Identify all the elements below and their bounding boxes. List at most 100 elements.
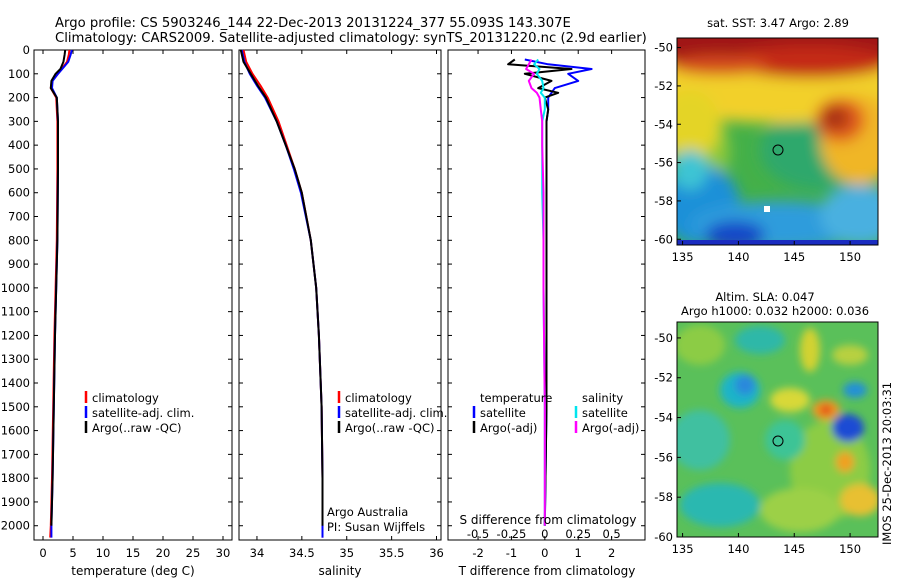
lat-tick-label: -52 <box>654 371 673 385</box>
depth-tick-label: 200 <box>8 91 30 105</box>
depth-tick-label: 1100 <box>1 305 30 319</box>
x-tick-label: 0 <box>39 546 46 560</box>
x-tick-label: 36 <box>429 546 444 560</box>
legend-argo-label: Argo(..raw -QC) <box>345 421 435 435</box>
depth-tick-label: 1400 <box>1 376 30 390</box>
temperature-axis-label: temperature (deg C) <box>71 564 194 578</box>
lat-tick-label: -54 <box>654 411 673 425</box>
legend-satellite-label: satellite-adj. clim. <box>92 406 194 420</box>
sst-argo-position-marker <box>772 144 784 156</box>
t-diff-tick-label: 2 <box>608 546 615 560</box>
lat-tick-label: -60 <box>654 530 673 544</box>
legend-satellite-label: satellite-adj. clim. <box>345 406 447 420</box>
temperature-plot-frame <box>33 49 233 541</box>
legend-s-satellite-label: satellite <box>582 406 628 420</box>
credit-line-1: Argo Australia <box>327 505 408 519</box>
depth-tick-label: 100 <box>8 67 30 81</box>
sla-argo-position-marker <box>772 435 784 447</box>
t-diff-tick-label: -2 <box>472 546 483 560</box>
difference-profile-layer: -2 -1 0 1 2 -0.5 -0.25 0 0.25 0.5 <box>448 49 645 560</box>
lat-tick-label: -50 <box>654 41 673 55</box>
difference-legend: temperature salinity satellite Argo(-adj… <box>472 391 639 435</box>
depth-tick-label: 1300 <box>1 352 30 366</box>
sla-map-frame <box>676 321 879 538</box>
lon-tick-label: 150 <box>839 250 861 264</box>
series-line-temperature-argo-adj- <box>507 58 573 526</box>
series-line-temperature-satellite <box>524 58 593 526</box>
sst-map-image <box>677 38 878 245</box>
series-line-argo-raw-qc- <box>239 49 324 526</box>
sla-map-title: Altim. SLA: 0.047 <box>715 290 814 304</box>
header-line-2: Climatology: CARS2009. Satellite-adjuste… <box>55 31 647 46</box>
lon-tick-label: 140 <box>727 250 749 264</box>
sla-map-subtitle: Argo h1000: 0.032 h2000: 0.036 <box>681 304 869 318</box>
depth-tick-label: 800 <box>8 233 30 247</box>
lon-tick-label: 145 <box>783 250 805 264</box>
s-diff-tick-label: -0.25 <box>497 527 527 541</box>
lon-tick-label: 150 <box>839 542 861 556</box>
legend-climatology-label: climatology <box>345 391 412 405</box>
lat-tick-label: -58 <box>654 194 673 208</box>
x-tick-label: 30 <box>216 546 231 560</box>
sst-map-axes: 135 140 145 150 -50 -52 -54 -56 -58 -60 <box>654 41 861 264</box>
sst-map-title: sat. SST: 3.47 Argo: 2.89 <box>707 16 849 30</box>
sst-map-frame <box>676 37 879 246</box>
legend-s-argo-label: Argo(-adj) <box>582 421 639 435</box>
depth-tick-label: 1800 <box>1 471 30 485</box>
lat-tick-label: -54 <box>654 117 673 131</box>
depth-tick-label: 900 <box>8 257 30 271</box>
legend-t-argo-label: Argo(-adj) <box>480 421 537 435</box>
salinity-profile-layer: 34 34.5 35 35.5 36 <box>239 49 444 560</box>
x-tick-label: 20 <box>156 546 171 560</box>
series-line-argo-raw-qc- <box>49 49 67 526</box>
timestamp-label: IMOS 25-Dec-2013 20:03:31 <box>880 382 894 545</box>
depth-tick-label: 1000 <box>1 281 30 295</box>
x-tick-label: 5 <box>69 546 76 560</box>
salinity-legend: climatology satellite-adj. clim. Argo(..… <box>337 391 447 435</box>
depth-tick-label: 1200 <box>1 328 30 342</box>
depth-tick-label: 400 <box>8 138 30 152</box>
credit-line-2: PI: Susan Wijffels <box>327 520 425 534</box>
lat-tick-label: -56 <box>654 450 673 464</box>
x-tick-label: 34 <box>250 546 265 560</box>
s-diff-tick-label: 0.25 <box>565 527 591 541</box>
depth-tick-label: 0 <box>23 43 30 57</box>
temperature-profile-layer: 0 5 10 15 20 25 300100200300400500600700800900… <box>1 43 232 560</box>
s-diff-tick-label: 0.5 <box>602 527 620 541</box>
lat-tick-label: -52 <box>654 79 673 93</box>
s-diff-tick-label: 0 <box>541 527 548 541</box>
lon-tick-label: 140 <box>727 542 749 556</box>
depth-tick-label: 1700 <box>1 447 30 461</box>
t-diff-tick-label: -1 <box>506 546 517 560</box>
lon-tick-label: 145 <box>783 542 805 556</box>
x-tick-label: 10 <box>96 546 111 560</box>
lon-tick-label: 135 <box>672 250 694 264</box>
s-diff-tick-label: -0.5 <box>467 527 489 541</box>
temperature-legend: climatology satellite-adj. clim. Argo(..… <box>84 391 194 435</box>
lat-tick-label: -58 <box>654 490 673 504</box>
depth-tick-label: 2000 <box>1 519 30 533</box>
depth-tick-label: 700 <box>8 210 30 224</box>
x-tick-label: 34.5 <box>289 546 315 560</box>
x-tick-label: 25 <box>186 546 201 560</box>
x-tick-label: 35 <box>339 546 354 560</box>
lon-tick-label: 135 <box>672 542 694 556</box>
legend-argo-label: Argo(..raw -QC) <box>92 421 182 435</box>
depth-tick-label: 1500 <box>1 400 30 414</box>
depth-tick-label: 300 <box>8 114 30 128</box>
t-diff-tick-label: 0 <box>541 546 548 560</box>
legend-salinity-heading: salinity <box>582 391 623 405</box>
series-line-salinity-argo-adj- <box>525 59 546 526</box>
sla-map-axes: 135 140 145 150 -50 -52 -54 -56 -58 -60 <box>654 331 861 556</box>
t-difference-axis-label: T difference from climatology <box>458 564 636 578</box>
series-line-satellite-adj-clim- <box>240 49 324 538</box>
legend-t-satellite-label: satellite <box>480 406 526 420</box>
t-diff-tick-label: 1 <box>575 546 582 560</box>
depth-tick-label: 600 <box>8 186 30 200</box>
series-line-climatology <box>242 49 324 538</box>
difference-plot-frame <box>447 49 646 541</box>
salinity-axis-label: salinity <box>318 564 361 578</box>
legend-temperature-heading: temperature <box>480 391 552 405</box>
legend-climatology-label: climatology <box>92 391 159 405</box>
